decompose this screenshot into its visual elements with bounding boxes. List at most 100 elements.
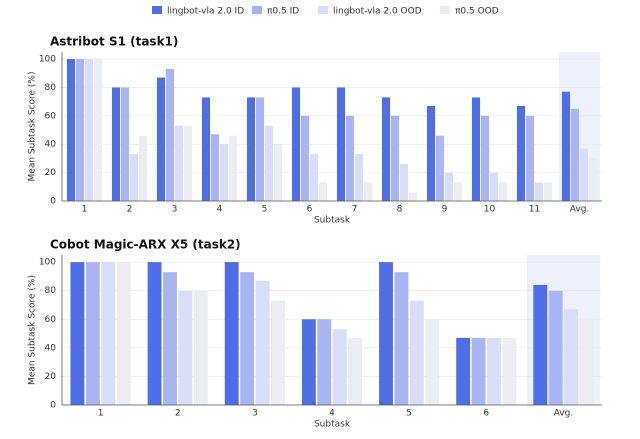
bar (291, 87, 301, 201)
bar (264, 125, 274, 201)
y-tick-label: 80 (45, 286, 57, 296)
bar (201, 97, 211, 201)
bar (240, 272, 255, 405)
bar (453, 182, 463, 201)
bar (390, 115, 400, 201)
x-tick-label: 2 (175, 409, 181, 419)
bar (564, 309, 579, 405)
bar (84, 59, 94, 201)
y-tick-label: 60 (45, 111, 57, 121)
chart-title: Cobot Magic-ARX X5 (task2) (50, 238, 241, 252)
chart-title: Astribot S1 (task1) (50, 35, 178, 49)
y-axis-label: Mean Subtask Score (%) (28, 275, 38, 385)
bar (548, 290, 563, 405)
legend-swatch (152, 6, 162, 14)
legend-label: lingbot-vla 2.0 ID (167, 7, 244, 17)
bar (363, 182, 373, 201)
bar (533, 285, 548, 405)
x-tick-label: 7 (352, 205, 358, 215)
y-tick-label: 20 (45, 168, 57, 178)
bar (228, 135, 238, 201)
bar (399, 164, 409, 201)
bar (408, 192, 418, 201)
x-tick-label: 11 (529, 205, 540, 215)
bar (174, 125, 184, 201)
legend-swatch (252, 6, 262, 14)
legend-label: lingbot-vla 2.0 OOD (333, 7, 422, 17)
bar (111, 87, 121, 201)
bar (394, 272, 409, 405)
bar (255, 280, 270, 405)
bar (101, 262, 116, 405)
bar (516, 105, 526, 201)
bar (570, 108, 580, 201)
bar (224, 262, 239, 405)
bar (300, 115, 310, 201)
bar (178, 290, 193, 405)
x-tick-label: 6 (307, 205, 313, 215)
bar (116, 262, 131, 405)
bar (183, 125, 193, 201)
y-tick-label: 60 (45, 315, 57, 325)
y-tick-label: 80 (45, 83, 57, 93)
bar (318, 182, 328, 201)
bar (409, 300, 424, 405)
bar (354, 154, 364, 201)
bar (425, 319, 440, 405)
y-tick-label: 20 (45, 372, 57, 382)
bar (210, 134, 220, 201)
bar (246, 97, 256, 201)
bar (579, 317, 594, 405)
legend-swatch (440, 6, 450, 14)
bar (219, 144, 229, 201)
legend-label: π0.5 OOD (455, 7, 499, 17)
bar (348, 337, 363, 405)
bar (93, 59, 103, 201)
bar (75, 59, 85, 201)
x-tick-label: Avg. (570, 205, 590, 215)
x-tick-label: 3 (172, 205, 178, 215)
bar (426, 105, 436, 201)
bar (138, 135, 148, 201)
bar (332, 329, 347, 405)
bar (534, 182, 544, 201)
bar (487, 337, 501, 405)
legend-swatch (318, 6, 328, 14)
x-axis-label: Subtask (314, 216, 351, 226)
bar (502, 337, 517, 405)
x-tick-label: 10 (484, 205, 496, 215)
bar (381, 97, 391, 201)
bar (489, 172, 499, 201)
bar (444, 172, 454, 201)
bar (336, 87, 346, 201)
y-tick-label: 40 (45, 343, 57, 353)
bar (85, 262, 100, 405)
bar (156, 77, 166, 201)
bar (471, 337, 486, 405)
bar (271, 300, 285, 405)
x-tick-label: 4 (217, 205, 223, 215)
x-tick-label: 3 (252, 409, 258, 419)
x-tick-label: 8 (397, 205, 403, 215)
x-tick-label: 9 (442, 205, 448, 215)
bar (273, 144, 283, 201)
x-tick-label: 1 (98, 409, 104, 419)
bar (579, 148, 589, 201)
bar (543, 182, 553, 201)
x-tick-label: 4 (329, 409, 335, 419)
bar (163, 272, 177, 405)
bar (379, 262, 393, 405)
bar (70, 262, 85, 405)
bar (345, 115, 355, 201)
bar (301, 319, 316, 405)
x-tick-label: 5 (406, 409, 412, 419)
y-tick-label: 100 (39, 258, 56, 268)
bar (525, 115, 535, 201)
bar (435, 135, 445, 201)
bar (471, 97, 481, 201)
bar (456, 337, 471, 405)
bar (498, 182, 508, 201)
bar (66, 59, 76, 201)
bar (165, 69, 175, 202)
